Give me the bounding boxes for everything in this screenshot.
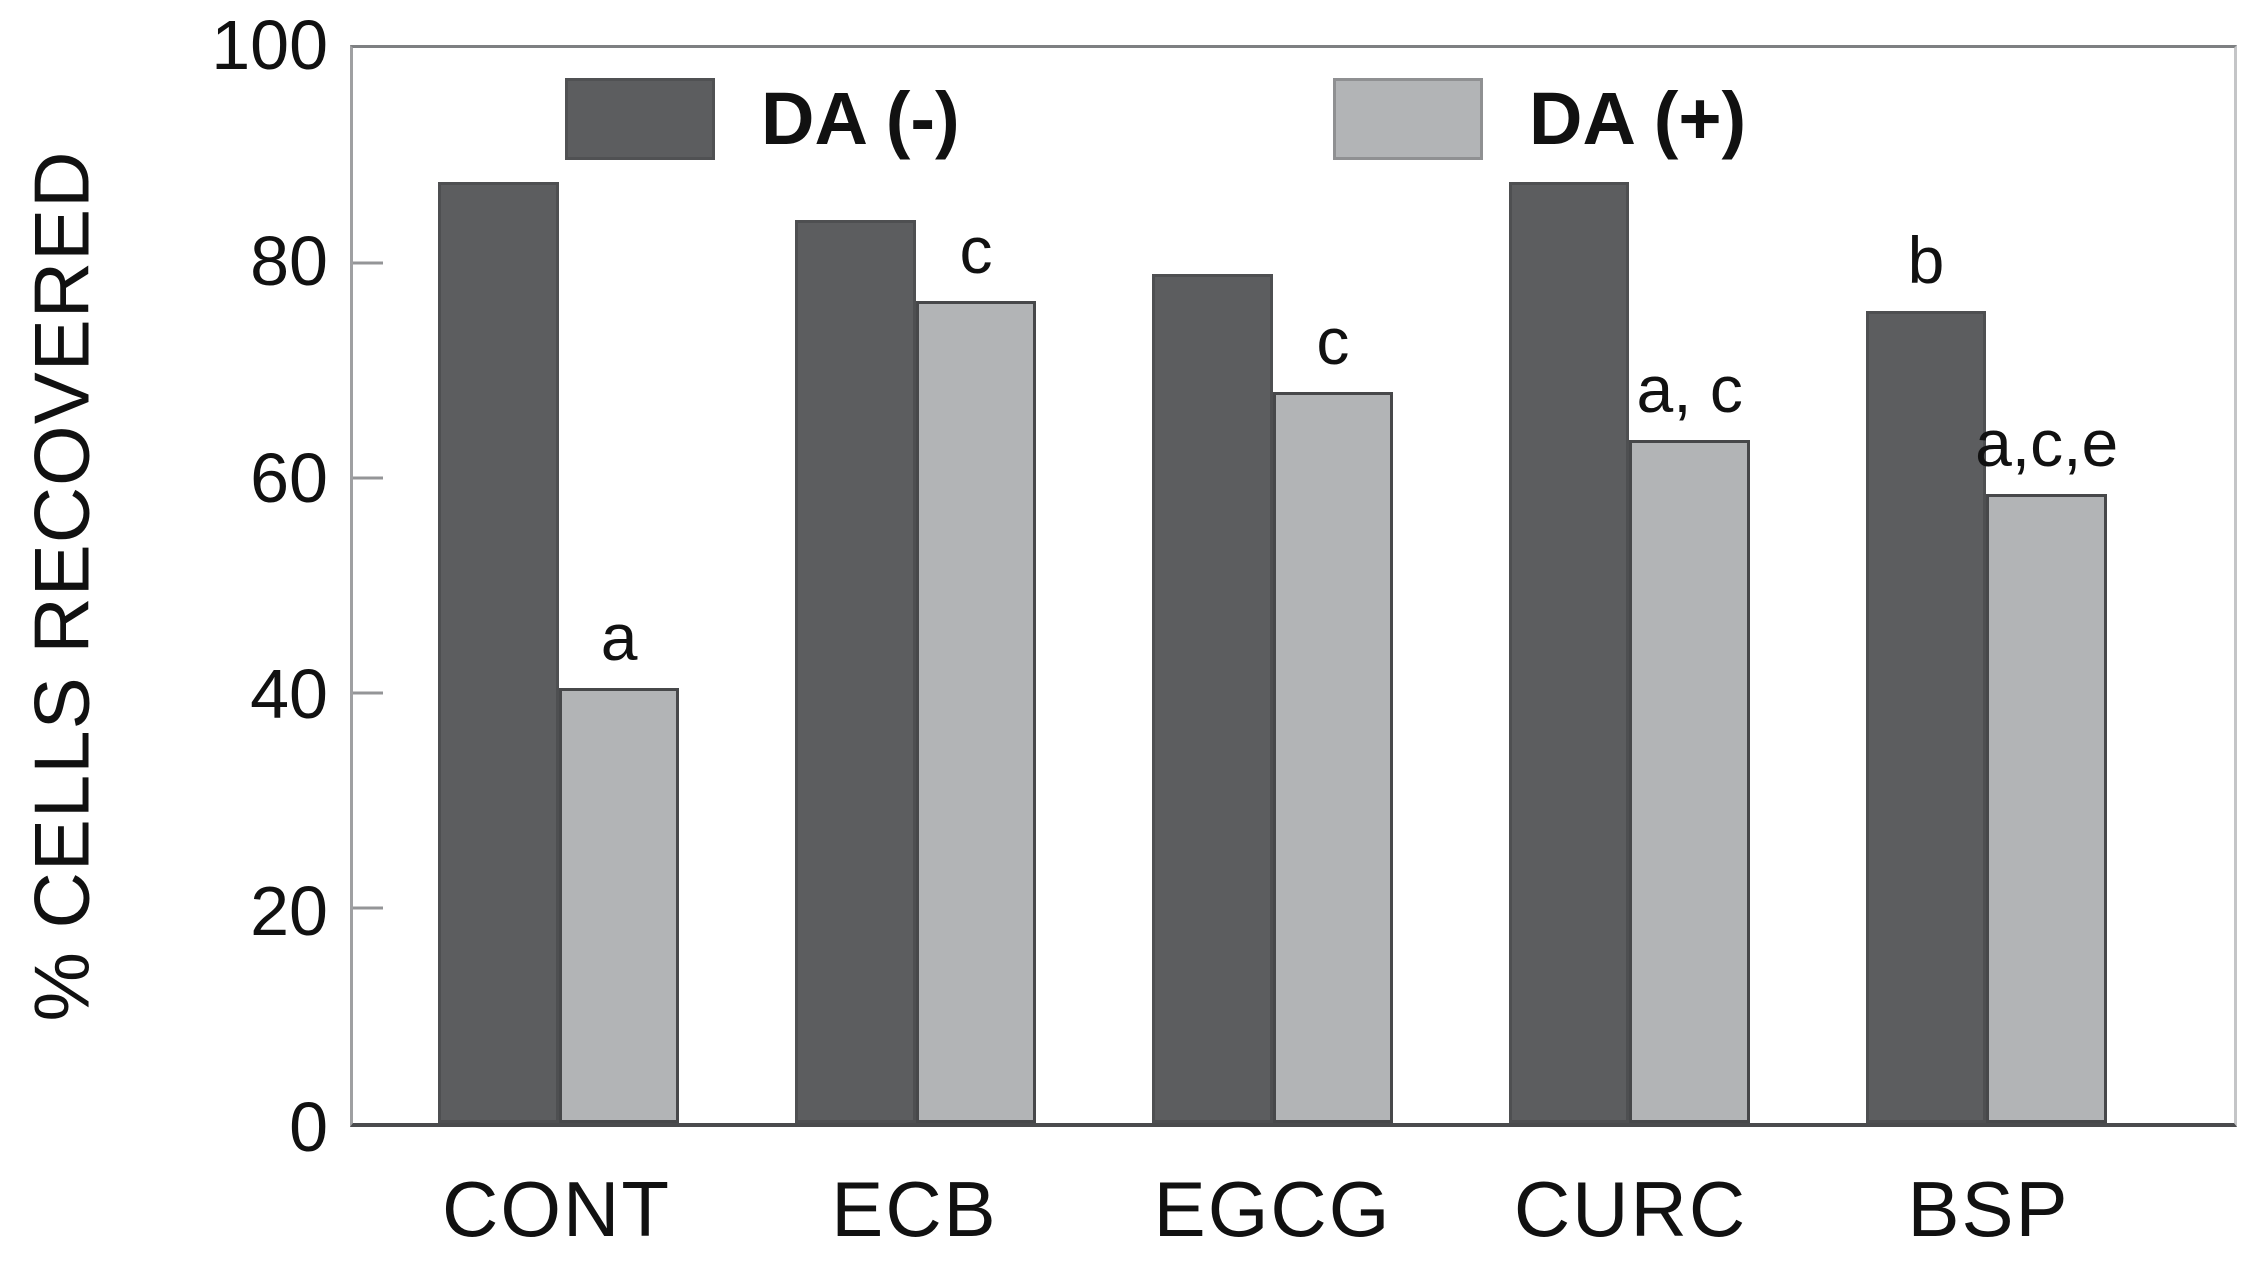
- y-tick-label-20: 20: [250, 871, 328, 950]
- bar-bsp-da-plus: [1986, 494, 2107, 1123]
- y-tickmark-80: [353, 261, 383, 265]
- significance-label-ecb-da-plus: c: [959, 212, 993, 287]
- legend-swatch-da-plus: [1333, 77, 1483, 160]
- bar-ecb-da-minus: [795, 220, 916, 1123]
- y-tickmark-40: [353, 691, 383, 695]
- plot-area: a c c a, c b a,c,e DA (-) DA (+): [350, 45, 2237, 1127]
- bar-bsp-da-minus: [1865, 311, 1987, 1123]
- significance-label-cont-da-plus: a: [600, 599, 638, 674]
- significance-label-bsp-da-plus: a,c,e: [1975, 406, 2119, 481]
- legend-item-da-plus: DA (+): [1333, 76, 1746, 161]
- y-tick-label-80: 80: [250, 222, 328, 301]
- significance-label-egcg-da-plus: c: [1316, 304, 1350, 378]
- x-category-label-curc: CURC: [1513, 1165, 1748, 1253]
- y-tickmark-60: [353, 476, 383, 480]
- legend-label-da-minus: DA (-): [761, 77, 960, 160]
- y-tick-label-0: 0: [289, 1088, 328, 1166]
- bar-cont-da-plus: [558, 687, 680, 1123]
- bar-curc-da-plus: [1629, 440, 1751, 1123]
- x-axis-category-labels: CONT ECB EGCG CURC BSP: [350, 1152, 2237, 1262]
- bar-cont-da-minus: [438, 182, 559, 1123]
- x-category-label-cont: CONT: [442, 1165, 671, 1253]
- bar-curc-da-minus: [1508, 182, 1630, 1123]
- significance-label-curc-da-plus: a, c: [1636, 352, 1743, 427]
- y-tick-label-40: 40: [250, 655, 328, 734]
- x-category-label-ecb: ECB: [831, 1165, 998, 1253]
- x-category-label-egcg: EGCG: [1153, 1165, 1392, 1253]
- x-category-label-bsp: BSP: [1907, 1165, 2070, 1253]
- significance-label-bsp-da-minus: b: [1907, 223, 1945, 298]
- legend-item-da-minus: DA (-): [565, 76, 960, 161]
- bar-ecb-da-plus: [915, 300, 1037, 1123]
- y-tick-label-100: 100: [211, 6, 328, 84]
- legend-label-da-plus: DA (+): [1529, 77, 1747, 160]
- y-tickmark-20: [353, 906, 383, 910]
- bar-egcg-da-plus: [1272, 392, 1394, 1123]
- bar-egcg-da-minus: [1151, 273, 1273, 1123]
- legend-swatch-da-minus: [565, 77, 715, 160]
- y-tick-label-60: 60: [250, 438, 328, 517]
